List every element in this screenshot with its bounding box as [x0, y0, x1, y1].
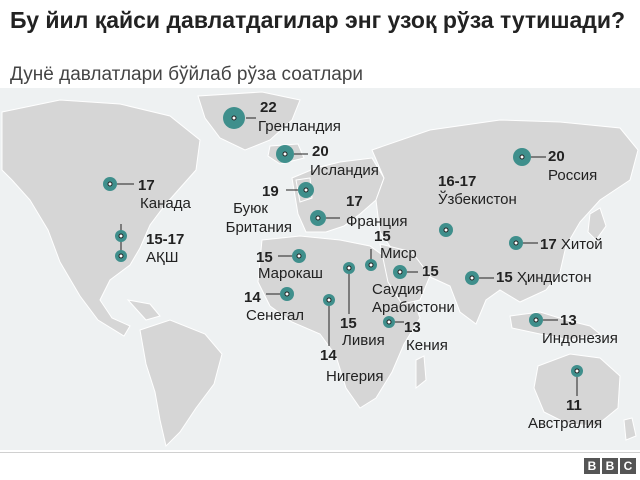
land-new-zealand: [623, 417, 637, 441]
fasting-hours: 15: [340, 315, 357, 332]
fasting-hours: 13: [560, 312, 577, 329]
fasting-hours: 19: [262, 183, 279, 200]
fasting-hours: 15-17: [146, 231, 184, 248]
marker-center: [574, 368, 580, 374]
fasting-hours: 17: [138, 177, 155, 194]
marker-center: [397, 269, 403, 275]
marker-center: [469, 275, 475, 281]
marker-center: [231, 115, 237, 121]
marker-nigeria: 14 Нигерия: [320, 294, 384, 385]
marker-center: [533, 317, 539, 323]
fasting-hours: 17: [346, 193, 363, 210]
land-greenland: [197, 91, 301, 151]
fasting-hours: 20: [312, 143, 329, 160]
country-name: Канада: [140, 195, 191, 212]
footer-divider: [0, 452, 640, 453]
country-name: Саудия: [372, 281, 423, 298]
country-name: Франция: [346, 213, 407, 230]
fasting-hours: 22: [260, 99, 277, 116]
fasting-hours: 15: [374, 228, 391, 245]
country-markers: 22Гренландия20Исландия20Россия17Канада19…: [103, 99, 618, 432]
marker-center: [107, 181, 113, 187]
fasting-hours: 15: [256, 249, 273, 266]
marker-center: [519, 154, 525, 160]
page-title: Бу йил қайси давлатдагилар энг узоқ рўза…: [10, 7, 626, 33]
landmass: [1, 91, 639, 447]
marker-center: [443, 227, 449, 233]
country-name: Британия: [226, 219, 292, 236]
fasting-hours: 13: [404, 319, 421, 336]
country-name: Австралия: [528, 415, 602, 432]
country-name: Арабистони: [372, 299, 455, 316]
logo-letter-b1: B: [584, 458, 600, 474]
fasting-hours: 16-17: [438, 173, 476, 190]
land-north-america: [1, 99, 201, 337]
country-name: Ўзбекистон: [438, 190, 517, 208]
fasting-hours: 20: [548, 148, 565, 165]
page-subtitle: Дунё давлатлари бўйлаб рўза соатлари: [10, 64, 364, 85]
marker-iceland: 20 Исландия: [276, 143, 379, 179]
country-name: Буюк: [233, 200, 268, 217]
country-name: Кения: [406, 337, 448, 354]
world-map: 22Гренландия20Исландия20Россия17Канада19…: [0, 88, 640, 450]
marker-center: [315, 215, 321, 221]
fasting-hours: 11: [566, 397, 582, 414]
marker-center: [326, 297, 332, 303]
marker-center: [284, 291, 290, 297]
land-africa: [257, 235, 421, 409]
marker-center: [513, 240, 519, 246]
country-name: Марокаш: [258, 265, 323, 282]
fasting-hours: 17 Хитой: [540, 236, 603, 253]
marker-france: 17 Франция: [310, 193, 407, 230]
marker-russia: 20 Россия: [513, 148, 597, 184]
country-name: Нигерия: [326, 368, 384, 385]
fasting-hours: 15: [422, 263, 439, 280]
marker-center: [282, 151, 288, 157]
country-name: Ливия: [342, 332, 385, 349]
country-name: Индонезия: [542, 330, 618, 347]
marker-greenland: 22 Гренландия: [223, 99, 341, 135]
country-name: Исландия: [310, 162, 379, 179]
land-south-america: [139, 319, 223, 447]
fasting-hours: 15 Ҳиндистон: [496, 269, 592, 286]
logo-letter-b2: B: [602, 458, 618, 474]
country-name: Гренландия: [258, 118, 341, 135]
country-name: Миср: [380, 245, 417, 262]
land-madagascar: [415, 355, 427, 390]
marker-center: [296, 253, 302, 259]
marker-center: [303, 187, 309, 193]
marker-india: 15 Ҳиндистон: [465, 269, 592, 286]
marker-center: [346, 265, 352, 271]
marker-center: [386, 319, 392, 325]
land-japan: [587, 207, 607, 241]
fasting-hours: 14: [244, 289, 261, 306]
country-name: АҚШ: [146, 249, 179, 266]
country-name: Россия: [548, 167, 597, 184]
marker-center: [368, 262, 374, 268]
marker-china: 17 Хитой: [509, 236, 603, 253]
marker-center: [118, 233, 124, 239]
land-central-america: [126, 299, 161, 321]
country-name: Сенегал: [246, 307, 304, 324]
logo-letter-c: C: [620, 458, 636, 474]
fasting-hours: 14: [320, 347, 337, 364]
marker-center: [118, 253, 124, 259]
